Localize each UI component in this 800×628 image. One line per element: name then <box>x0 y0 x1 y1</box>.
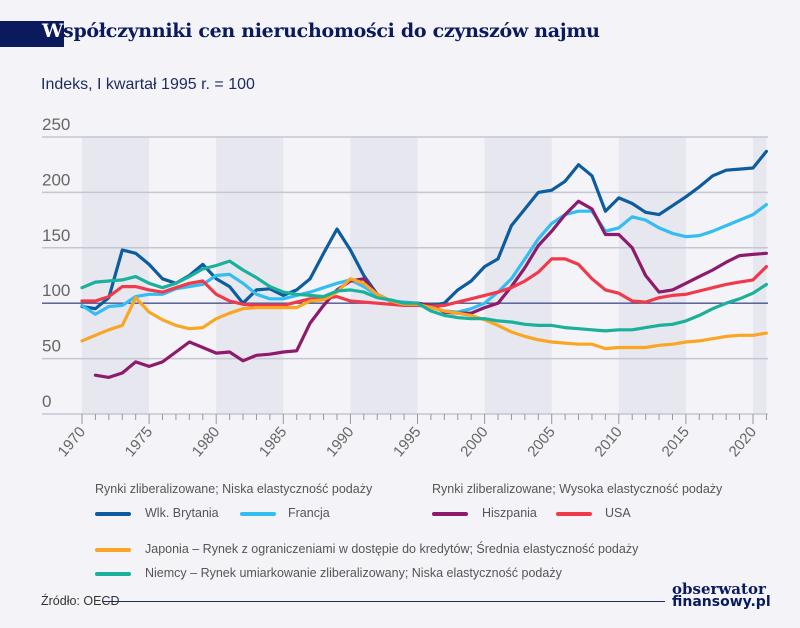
shaded-period <box>350 137 418 414</box>
y-tick-label: 100 <box>42 281 70 300</box>
x-tick-label: 1995 <box>390 424 424 460</box>
y-tick-label: 50 <box>42 337 61 356</box>
legend-group1-label: Rynki zliberalizowane; Niska elastycznoś… <box>95 482 373 496</box>
legend-us: USA <box>605 506 631 520</box>
title-rest: spółczynniki cen nieruchomości do czynsz… <box>63 20 600 42</box>
x-tick-label: 1985 <box>256 424 290 460</box>
legend-swatch-de <box>95 572 131 576</box>
x-tick-label: 2015 <box>658 424 692 460</box>
legend-swatch-fr <box>240 512 276 516</box>
title-accent-bar <box>0 21 64 47</box>
x-tick-label: 2020 <box>726 424 760 460</box>
y-tick-label: 150 <box>42 226 70 245</box>
y-tick-label: 200 <box>42 170 70 189</box>
x-tick-label: 2005 <box>524 424 558 460</box>
legend-fr: Francja <box>288 506 330 520</box>
x-tick-label: 1980 <box>189 424 223 460</box>
shaded-period <box>618 137 686 414</box>
logo[interactable]: obserwator finansowy.pl <box>672 580 771 610</box>
y-tick-label: 250 <box>42 115 70 134</box>
logo-line2: finansowy.pl <box>672 594 771 610</box>
legend-uk: Wlk. Brytania <box>145 506 219 520</box>
title-first-letter: W <box>42 20 64 42</box>
legend-swatch-es <box>432 512 468 516</box>
series-line-5 <box>80 259 768 333</box>
legend-es: Hiszpania <box>482 506 537 520</box>
legend-de: Niemcy – Rynek umiarkowanie zliberalizow… <box>145 566 562 580</box>
legend-jp: Japonia – Rynek z ograniczeniami w dostę… <box>145 542 639 556</box>
x-tick-label: 1990 <box>323 424 357 460</box>
divider <box>103 601 665 602</box>
y-tick-label: 0 <box>42 392 51 411</box>
shaded-period <box>753 137 767 414</box>
x-tick-label: 1975 <box>122 424 156 460</box>
legend-swatch-uk <box>95 512 131 516</box>
line-chart: 0 50 100 150 200 250 1970 1975 1980 1985 1990 1995 2… <box>42 115 768 460</box>
x-tick-label: 2000 <box>457 424 491 460</box>
chart-subtitle: Indeks, I kwartał 1995 r. = 100 <box>41 76 255 93</box>
source-note: Źródło: OECD <box>41 594 120 608</box>
chart-title: Współczynniki cen nieruchomości do czyns… <box>42 20 600 42</box>
legend-swatch-us <box>556 512 592 516</box>
x-tick-label: 2010 <box>591 424 625 460</box>
legend-group2-label: Rynki zliberalizowane; Wysoka elastyczno… <box>432 482 723 496</box>
x-tick-label: 1970 <box>55 424 89 460</box>
logo-line1: obserwator <box>672 580 766 598</box>
legend-swatch-jp <box>95 548 131 552</box>
